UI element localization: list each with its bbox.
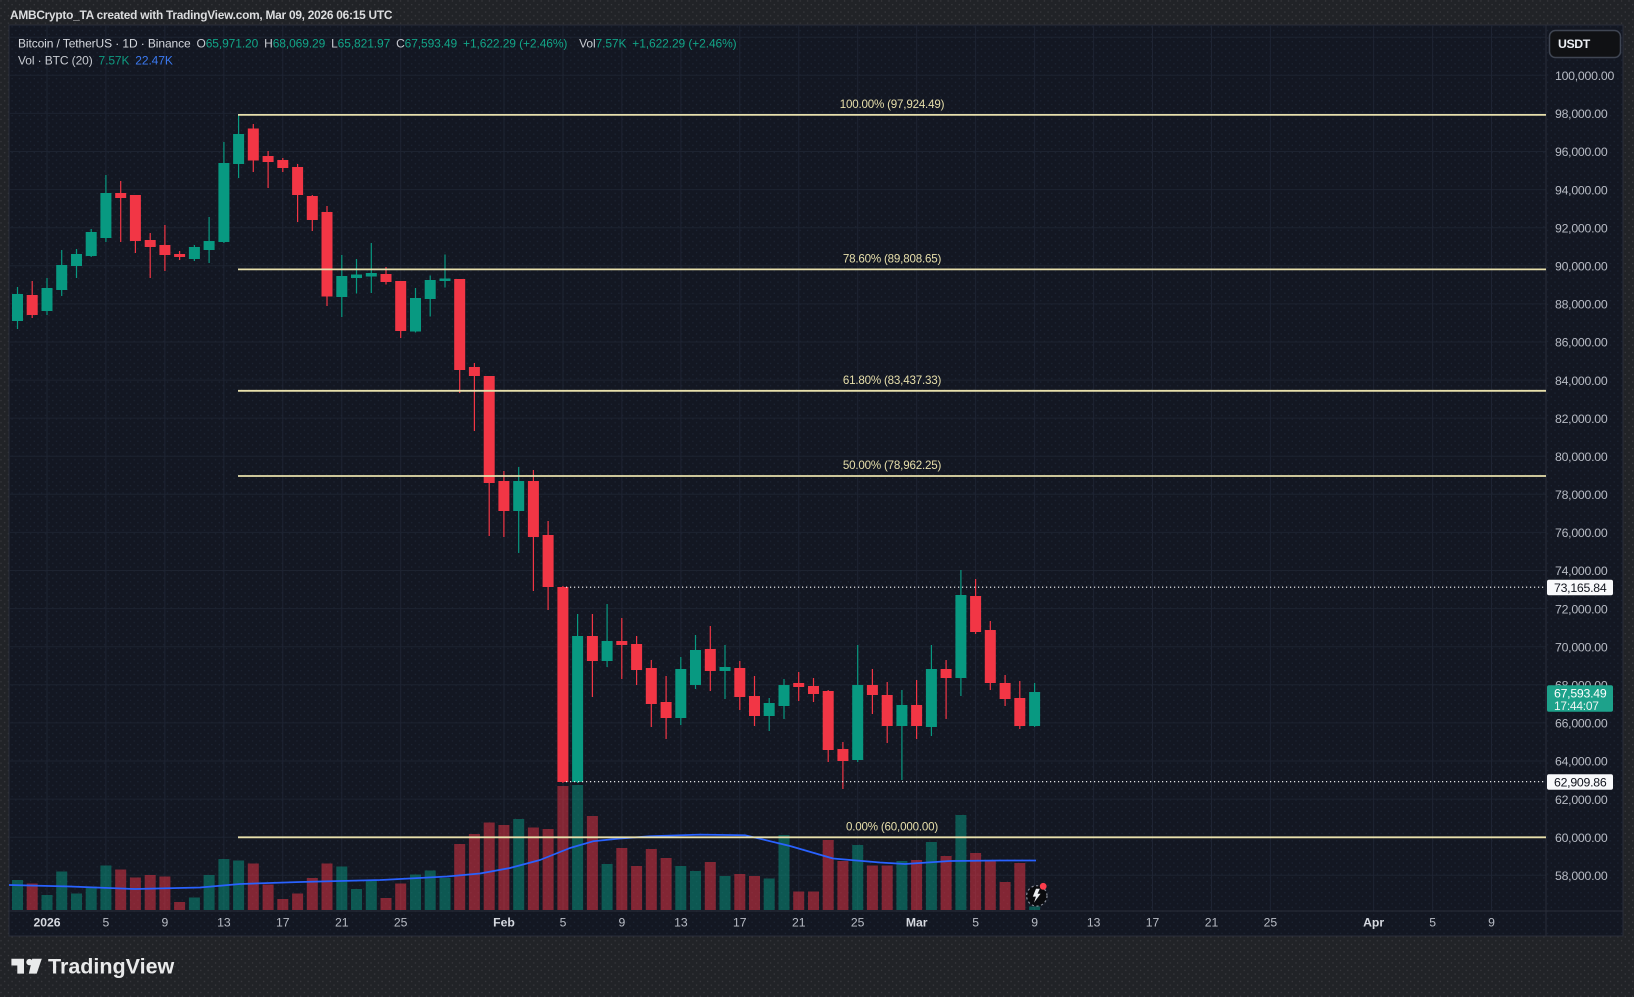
svg-text:64,000.00: 64,000.00 bbox=[1555, 755, 1608, 769]
svg-text:9: 9 bbox=[1031, 916, 1038, 930]
svg-text:70,000.00: 70,000.00 bbox=[1555, 640, 1608, 654]
svg-text:92,000.00: 92,000.00 bbox=[1555, 221, 1608, 235]
svg-text:Apr: Apr bbox=[1363, 916, 1384, 930]
svg-text:60,000.00: 60,000.00 bbox=[1555, 831, 1608, 845]
svg-text:AMBCrypto_TA created with Trad: AMBCrypto_TA created with TradingView.co… bbox=[10, 8, 393, 22]
svg-text:98,000.00: 98,000.00 bbox=[1555, 107, 1608, 121]
svg-text:74,000.00: 74,000.00 bbox=[1555, 564, 1608, 578]
svg-text:Feb: Feb bbox=[493, 916, 515, 930]
svg-text:25: 25 bbox=[394, 916, 408, 930]
svg-text:17:44:07: 17:44:07 bbox=[1554, 699, 1599, 713]
svg-text:5: 5 bbox=[972, 916, 979, 930]
svg-text:50.00% (78,962.25): 50.00% (78,962.25) bbox=[843, 459, 942, 472]
svg-text:21: 21 bbox=[335, 916, 349, 930]
svg-text:61.80% (83,437.33): 61.80% (83,437.33) bbox=[843, 374, 942, 387]
svg-text:88,000.00: 88,000.00 bbox=[1555, 298, 1608, 312]
svg-text:96,000.00: 96,000.00 bbox=[1555, 145, 1608, 159]
svg-text:66,000.00: 66,000.00 bbox=[1555, 717, 1608, 731]
svg-text:9: 9 bbox=[162, 916, 169, 930]
svg-text:21: 21 bbox=[1205, 916, 1219, 930]
svg-text:13: 13 bbox=[1087, 916, 1101, 930]
svg-text:86,000.00: 86,000.00 bbox=[1555, 336, 1608, 350]
svg-text:62,909.86: 62,909.86 bbox=[1554, 775, 1607, 789]
svg-text:25: 25 bbox=[851, 916, 865, 930]
svg-text:9: 9 bbox=[619, 916, 626, 930]
svg-text:Bitcoin / TetherUS · 1D · Bina: Bitcoin / TetherUS · 1D · Binance O65,97… bbox=[18, 37, 737, 51]
svg-text:13: 13 bbox=[217, 916, 231, 930]
svg-text:17: 17 bbox=[1146, 916, 1160, 930]
svg-text:78,000.00: 78,000.00 bbox=[1555, 488, 1608, 502]
svg-text:67,593.49: 67,593.49 bbox=[1554, 686, 1607, 700]
svg-text:80,000.00: 80,000.00 bbox=[1555, 450, 1608, 464]
svg-text:100.00% (97,924.49): 100.00% (97,924.49) bbox=[840, 98, 945, 111]
svg-text:9: 9 bbox=[1488, 916, 1495, 930]
svg-text:78.60% (89,808.65): 78.60% (89,808.65) bbox=[843, 252, 942, 265]
svg-text:58,000.00: 58,000.00 bbox=[1555, 869, 1608, 883]
svg-text:73,165.84: 73,165.84 bbox=[1554, 581, 1607, 595]
svg-text:100,000.00: 100,000.00 bbox=[1555, 69, 1614, 83]
svg-text:Vol · BTC (20) 7.57K 22.47K: Vol · BTC (20) 7.57K 22.47K bbox=[18, 54, 173, 68]
svg-text:82,000.00: 82,000.00 bbox=[1555, 412, 1608, 426]
svg-text:25: 25 bbox=[1264, 916, 1278, 930]
svg-text:90,000.00: 90,000.00 bbox=[1555, 260, 1608, 274]
svg-text:62,000.00: 62,000.00 bbox=[1555, 793, 1608, 807]
svg-text:21: 21 bbox=[792, 916, 806, 930]
svg-text:17: 17 bbox=[733, 916, 747, 930]
svg-text:76,000.00: 76,000.00 bbox=[1555, 526, 1608, 540]
svg-text:94,000.00: 94,000.00 bbox=[1555, 183, 1608, 197]
svg-text:5: 5 bbox=[103, 916, 110, 930]
svg-text:TradingView: TradingView bbox=[48, 955, 175, 979]
svg-text:USDT: USDT bbox=[1558, 37, 1591, 51]
svg-text:72,000.00: 72,000.00 bbox=[1555, 602, 1608, 616]
svg-text:2026: 2026 bbox=[33, 916, 60, 930]
svg-text:13: 13 bbox=[674, 916, 688, 930]
svg-text:5: 5 bbox=[560, 916, 567, 930]
svg-text:5: 5 bbox=[1429, 916, 1436, 930]
svg-text:0.00% (60,000.00): 0.00% (60,000.00) bbox=[846, 820, 938, 833]
svg-text:17: 17 bbox=[276, 916, 290, 930]
svg-text:84,000.00: 84,000.00 bbox=[1555, 374, 1608, 388]
svg-text:Mar: Mar bbox=[906, 916, 928, 930]
